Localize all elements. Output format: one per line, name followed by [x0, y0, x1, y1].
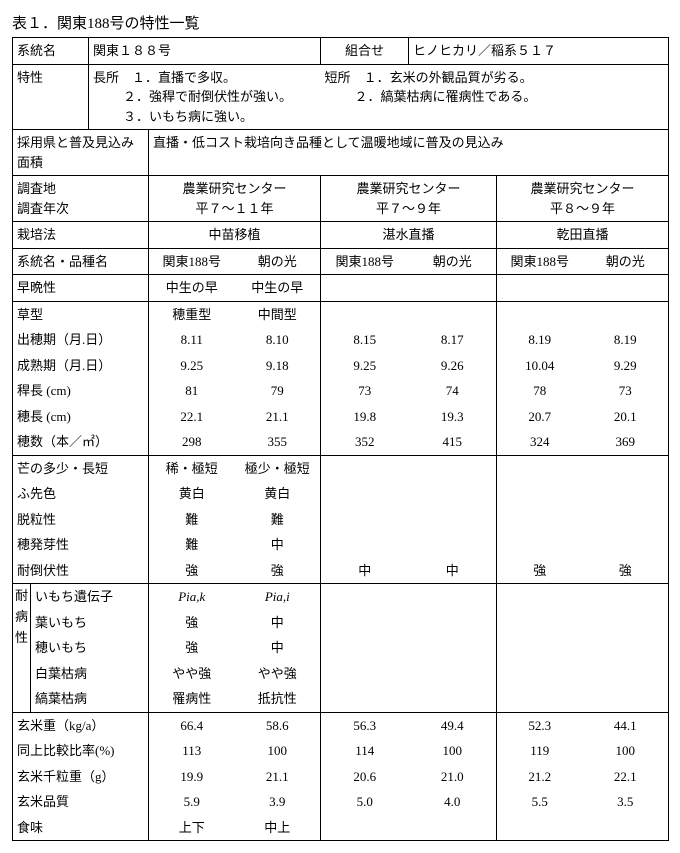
maturity-b: 中生の早: [235, 275, 321, 302]
v1b: 朝の光: [235, 248, 321, 275]
label-adoption: 採用県と普及見込み 面積: [13, 130, 149, 176]
label-yield: 玄米重（kg/a）: [13, 712, 149, 738]
label-lodging: 耐倒伏性: [13, 558, 149, 584]
heading-2b: 8.17: [409, 327, 497, 353]
method-3: 乾田直播: [497, 222, 669, 249]
label-ratio: 同上比較比率(%): [13, 738, 149, 764]
label-line-name: 系統名: [13, 38, 89, 65]
v1a: 関東188号: [149, 248, 235, 275]
heading-3b: 8.19: [583, 327, 669, 353]
v3a: 関東188号: [497, 248, 583, 275]
label-ripening: 成熟期（月.日）: [13, 353, 149, 379]
label-heading: 出穂期（月.日）: [13, 327, 149, 353]
label-apiculus: ふ先色: [13, 481, 149, 507]
label-method: 栽培法: [13, 222, 149, 249]
v2a: 関東188号: [321, 248, 409, 275]
center-3: 農業研究センター平８～９年: [497, 176, 669, 222]
plant-type-b: 中間型: [235, 301, 321, 327]
value-cross: ヒノヒカリ／稲系５１７: [409, 38, 669, 65]
label-quality: 玄米品質: [13, 789, 149, 815]
center-2: 農業研究センター平７～９年: [321, 176, 497, 222]
method-2: 湛水直播: [321, 222, 497, 249]
value-adoption: 直播・低コスト栽培向き品種として温暖地域に普及の見込み: [149, 130, 669, 176]
label-shattering: 脱粒性: [13, 507, 149, 533]
label-panicle-num: 穂数（本／㎡）: [13, 429, 149, 455]
heading-1a: 8.11: [149, 327, 235, 353]
label-plant-type: 草型: [13, 301, 149, 327]
maturity-a: 中生の早: [149, 275, 235, 302]
label-blb: 白葉枯病: [31, 661, 149, 687]
label-awn: 芒の多少・長短: [13, 455, 149, 481]
table-title: 表１．関東188号の特性一覧: [12, 12, 668, 33]
label-variety: 系統名・品種名: [13, 248, 149, 275]
label-traits: 特性: [13, 64, 89, 130]
label-taste: 食味: [13, 815, 149, 841]
cell-disadvantages: 短所 １．玄米の外観品質が劣る。 ２．縞葉枯病に罹病性である。: [321, 64, 669, 130]
center-1: 農業研究センター平７～１１年: [149, 176, 321, 222]
label-leaf-blast: 葉いもち: [31, 610, 149, 636]
value-line-name: 関東１８８号: [89, 38, 321, 65]
v2b: 朝の光: [409, 248, 497, 275]
v3b: 朝の光: [583, 248, 669, 275]
label-tgw: 玄米千粒重（g）: [13, 764, 149, 790]
label-sprouting: 穂発芽性: [13, 532, 149, 558]
label-panicle-blast: 穂いもち: [31, 635, 149, 661]
method-1: 中苗移植: [149, 222, 321, 249]
label-cross: 組合せ: [321, 38, 409, 65]
cell-advantages: 長所 １．直播で多収。 ２．強稈で耐倒伏性が強い。 ３．いもち病に強い。: [89, 64, 321, 130]
label-maturity: 早晩性: [13, 275, 149, 302]
plant-type-a: 穂重型: [149, 301, 235, 327]
label-blast-gene: いもち遺伝子: [31, 584, 149, 610]
label-stripe: 縞葉枯病: [31, 686, 149, 712]
label-panicle-len: 穂長 (cm): [13, 404, 149, 430]
label-disease-group: 耐病性: [13, 584, 31, 713]
heading-3a: 8.19: [497, 327, 583, 353]
label-site-year: 調査地調査年次: [13, 176, 149, 222]
heading-1b: 8.10: [235, 327, 321, 353]
label-culm: 稈長 (cm): [13, 378, 149, 404]
characteristics-table: 系統名 関東１８８号 組合せ ヒノヒカリ／稲系５１７ 特性 長所 １．直播で多収…: [12, 37, 669, 841]
heading-2a: 8.15: [321, 327, 409, 353]
